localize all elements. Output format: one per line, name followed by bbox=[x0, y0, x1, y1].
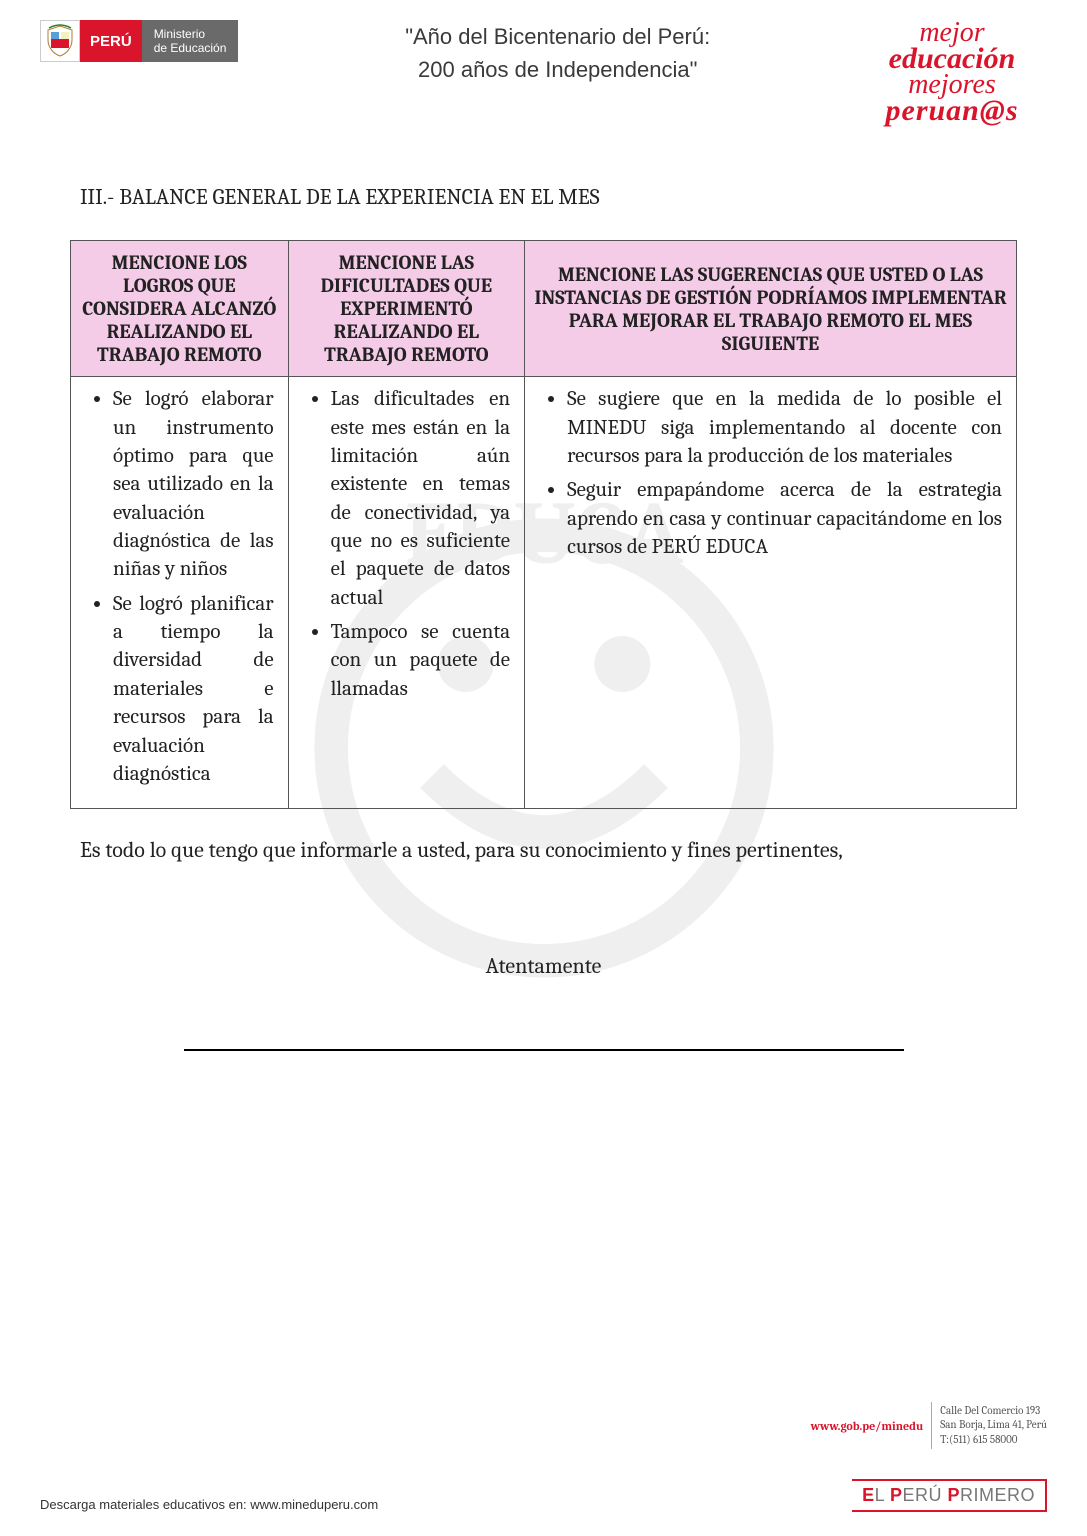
ministry-line1: Ministerio bbox=[154, 27, 227, 41]
ministry-label: Ministerio de Educación bbox=[142, 20, 239, 62]
list-item: Se sugiere que en la medida de lo posibl… bbox=[567, 385, 1002, 470]
motto-line1: "Año del Bicentenario del Perú: bbox=[258, 20, 857, 53]
footer-address: Calle Del Comercio 193 San Borja, Lima 4… bbox=[932, 1402, 1047, 1449]
contact-block: www.gob.pe/minedu Calle Del Comercio 193… bbox=[811, 1402, 1047, 1449]
peru-label: PERÚ bbox=[80, 20, 142, 62]
list-item: Seguir empapándome acerca de la estrateg… bbox=[567, 476, 1002, 561]
footer-left-text: Descarga materiales educativos en: www.m… bbox=[40, 1497, 378, 1512]
motto-line2: 200 años de Independencia" bbox=[258, 53, 857, 86]
ministry-line2: de Educación bbox=[154, 41, 227, 55]
list-item: Las dificultades en este mes están en la… bbox=[331, 385, 511, 612]
section-title: III.- BALANCE GENERAL DE LA EXPERIENCIA … bbox=[0, 134, 1087, 230]
year-motto: "Año del Bicentenario del Perú: 200 años… bbox=[238, 20, 877, 86]
page-footer: Descarga materiales educativos en: www.m… bbox=[0, 1497, 1087, 1512]
slogan-word-4: peruan@s bbox=[877, 97, 1027, 124]
closing-paragraph: Es todo lo que tengo que informarle a us… bbox=[0, 809, 1087, 863]
th-sugerencias: MENCIONE LAS SUGERENCIAS QUE USTED O LAS… bbox=[525, 241, 1017, 377]
cell-sugerencias: Se sugiere que en la medida de lo posibl… bbox=[525, 377, 1017, 809]
address-line: San Borja, Lima 41, Perú bbox=[940, 1418, 1047, 1432]
list-item: Tampoco se cuenta con un paquete de llam… bbox=[331, 618, 511, 703]
list-item: Se logró elaborar un instrumento óptimo … bbox=[113, 385, 274, 583]
cell-dificultades: Las dificultades en este mes están en la… bbox=[288, 377, 525, 809]
page-header: PERÚ Ministerio de Educación "Año del Bi… bbox=[0, 0, 1087, 134]
atentamente-label: Atentamente bbox=[0, 953, 1087, 979]
coat-of-arms-icon bbox=[40, 20, 80, 62]
footer-url: www.gob.pe/minedu bbox=[811, 1402, 933, 1449]
address-line: Calle Del Comercio 193 bbox=[940, 1404, 1047, 1418]
slogan-word-2: educación bbox=[877, 45, 1027, 72]
slogan-logo: mejor educación mejores peruan@s bbox=[877, 20, 1027, 124]
table-row: Se logró elaborar un instrumento óptimo … bbox=[71, 377, 1017, 809]
table-header-row: MENCIONE LOS LOGROS QUE CONSIDERA ALCANZ… bbox=[71, 241, 1017, 377]
balance-table: MENCIONE LOS LOGROS QUE CONSIDERA ALCANZ… bbox=[70, 240, 1017, 809]
th-dificultades: MENCIONE LAS DIFICULTADES QUE EXPERIMENT… bbox=[288, 241, 525, 377]
footer-right: www.gob.pe/minedu Calle Del Comercio 193… bbox=[811, 1402, 1047, 1512]
signature-line bbox=[184, 1049, 904, 1051]
list-item: Se logró planificar a tiempo la diversid… bbox=[113, 590, 274, 788]
cell-logros: Se logró elaborar un instrumento óptimo … bbox=[71, 377, 289, 809]
th-logros: MENCIONE LOS LOGROS QUE CONSIDERA ALCANZ… bbox=[71, 241, 289, 377]
ministry-logo-block: PERÚ Ministerio de Educación bbox=[40, 20, 238, 62]
address-line: T:(511) 615 58000 bbox=[940, 1433, 1047, 1447]
